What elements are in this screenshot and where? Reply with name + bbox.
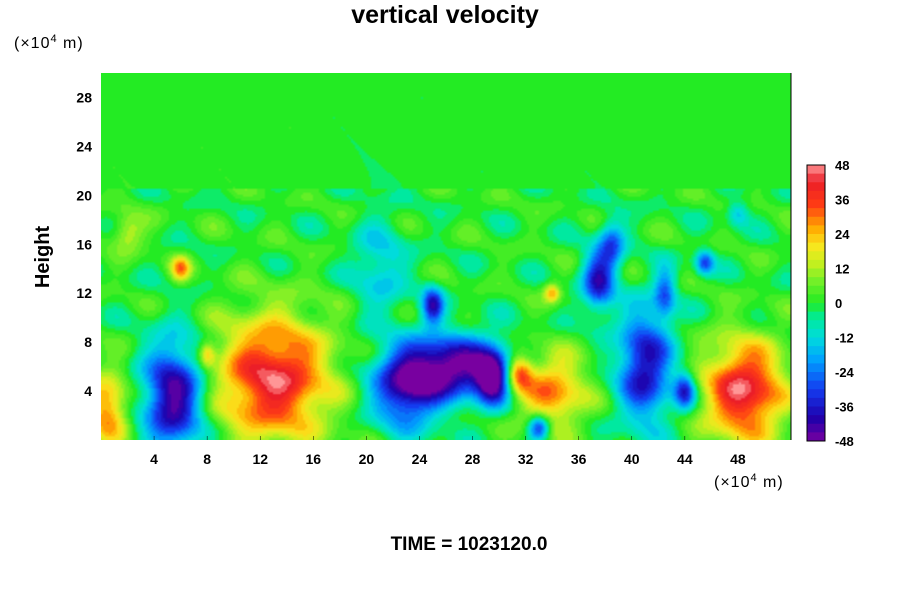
x-tick-label: 48 (730, 451, 746, 467)
colorbar-swatch (807, 423, 825, 433)
colorbar-tick-label: 24 (835, 227, 850, 242)
y-axis-label: Height (32, 226, 54, 289)
x-tick-label: 20 (359, 451, 375, 467)
colorbar-swatch (807, 199, 825, 209)
colorbar-swatch (807, 406, 825, 416)
colorbar-tick-label: 48 (835, 158, 849, 173)
y-tick-label: 16 (76, 236, 92, 252)
colorbar-swatch (807, 259, 825, 269)
colorbar-swatch (807, 311, 825, 321)
colorbar-swatches (807, 165, 825, 442)
colorbar-swatch (807, 190, 825, 200)
y-unit-label: (×104 m) (14, 33, 84, 52)
colorbar-swatch (807, 354, 825, 364)
colorbar-swatch (807, 225, 825, 235)
x-tick-label: 4 (150, 451, 158, 467)
colorbar-swatch (807, 165, 825, 175)
x-tick-label: 36 (571, 451, 587, 467)
colorbar-swatch (807, 242, 825, 252)
colorbar-swatch (807, 234, 825, 244)
colorbar-swatch (807, 294, 825, 304)
colorbar-swatch (807, 372, 825, 382)
x-tick-label: 24 (412, 451, 428, 467)
colorbar-swatch (807, 277, 825, 287)
colorbar-tick-label: 36 (835, 193, 849, 208)
colorbar-swatch (807, 320, 825, 330)
colorbar-swatch (807, 389, 825, 399)
x-unit-label: (×104 m) (714, 472, 784, 491)
x-tick-label: 8 (203, 451, 211, 467)
colorbar-tick-label: -12 (835, 331, 854, 346)
x-tick-label: 44 (677, 451, 693, 467)
x-tick-label: 12 (252, 451, 268, 467)
y-tick-label: 8 (84, 334, 92, 350)
heatmap-field (101, 73, 791, 440)
y-tick-label: 12 (76, 285, 92, 301)
colorbar-swatch (807, 432, 825, 442)
colorbar-tick-label: 12 (835, 262, 849, 277)
colorbar-swatch (807, 285, 825, 295)
y-tick-label: 20 (76, 187, 92, 203)
colorbar-tick-label: -24 (835, 365, 855, 380)
colorbar-swatch (807, 415, 825, 425)
colorbar-ticks: 48 36 24 12 0 -12 -24 -36 -48 (835, 158, 855, 449)
plot-area (101, 73, 792, 440)
colorbar-swatch (807, 337, 825, 347)
y-axis-ticks: 4 8 12 16 20 24 28 (76, 89, 92, 399)
colorbar-swatch (807, 182, 825, 192)
colorbar-swatch (807, 397, 825, 407)
colorbar-swatch (807, 380, 825, 390)
x-tick-label: 32 (518, 451, 534, 467)
x-tick-label: 40 (624, 451, 640, 467)
colorbar-swatch (807, 208, 825, 218)
colorbar-swatch (807, 328, 825, 338)
colorbar-swatch (807, 216, 825, 226)
colorbar-swatch (807, 251, 825, 261)
colorbar-swatch (807, 303, 825, 313)
colorbar-tick-label: 0 (835, 296, 842, 311)
colorbar-swatch (807, 173, 825, 183)
time-label: TIME = 1023120.0 (391, 534, 548, 555)
x-tick-label: 16 (306, 451, 322, 467)
y-tick-label: 24 (76, 138, 92, 154)
chart-title: vertical velocity (351, 1, 539, 29)
colorbar-swatch (807, 268, 825, 278)
colorbar: 48 36 24 12 0 -12 -24 -36 -48 (806, 158, 855, 449)
x-axis-ticks: 4 8 12 16 20 24 28 32 36 40 44 48 (150, 436, 746, 467)
colorbar-border (806, 164, 826, 442)
y-tick-label: 4 (84, 383, 92, 399)
x-tick-label: 28 (465, 451, 481, 467)
colorbar-swatch (807, 346, 825, 356)
colorbar-tick-label: -48 (835, 434, 854, 449)
y-tick-label: 28 (76, 89, 92, 105)
colorbar-swatch (807, 363, 825, 373)
colorbar-tick-label: -36 (835, 400, 854, 415)
